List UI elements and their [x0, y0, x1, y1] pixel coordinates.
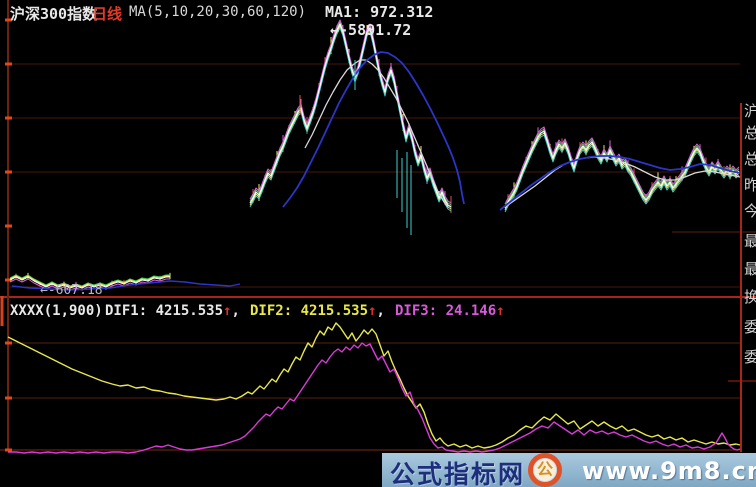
- dif3-label: DIF3:: [395, 303, 438, 319]
- ma1-number: 972.312: [370, 3, 434, 21]
- indicator-name[interactable]: XXXX(1,900): [10, 303, 103, 319]
- dif1-value: 4215.535: [155, 303, 224, 319]
- peak-price-annotation: ←-5891.72: [330, 21, 412, 39]
- period-label[interactable]: 日线: [92, 5, 123, 23]
- quote-panel-label: 委: [744, 348, 756, 366]
- quote-panel-label: 最: [744, 260, 756, 278]
- low-price-annotation: ←-607.18: [40, 283, 103, 298]
- instrument-title: 沪深300指数: [10, 5, 98, 23]
- ma1-label: MA1:: [325, 3, 362, 21]
- quote-panel-label: 最: [744, 232, 756, 250]
- up-arrow-icon: ↑: [368, 303, 377, 319]
- dif2-value: 4215.535: [300, 303, 369, 319]
- quote-panel-label: 总: [744, 150, 756, 168]
- logo-glyph: 公: [536, 459, 554, 479]
- up-arrow-icon: ↑: [496, 303, 505, 319]
- dif1-readout: DIF1: 4215.535↑,: [105, 303, 240, 319]
- quote-panel-label: 沪: [744, 102, 756, 120]
- up-arrow-icon: ↑: [223, 303, 232, 319]
- dif2-label: DIF2:: [250, 303, 293, 319]
- quote-panel-label: 总: [744, 124, 756, 142]
- watermark-url: www.9m8.cn: [582, 457, 756, 485]
- watermark-bar: 公式指标网 公 www.9m8.cn: [382, 453, 756, 487]
- quote-panel-label: 昨: [744, 176, 756, 194]
- dif2-readout: DIF2: 4215.535↑,: [250, 303, 385, 319]
- quote-panel-label: 委: [744, 318, 756, 336]
- dif3-value: 24.146: [445, 303, 497, 319]
- watermark-site-name: 公式指标网: [390, 460, 526, 487]
- quote-panel-label: 今: [744, 202, 756, 220]
- dif1-label: DIF1:: [105, 303, 148, 319]
- ma1-value: MA1: 972.312: [325, 3, 433, 21]
- site-logo-icon: 公: [528, 453, 562, 487]
- quote-panel-label: 换: [744, 288, 756, 306]
- separator: ,: [376, 303, 385, 319]
- ma-settings-label: MA(5,10,20,30,60,120): [129, 4, 307, 20]
- separator: ,: [231, 303, 240, 319]
- right-quote-panel: 沪总总昨今最最换委委: [744, 0, 756, 487]
- dif3-readout: DIF3: 24.146↑: [395, 303, 505, 319]
